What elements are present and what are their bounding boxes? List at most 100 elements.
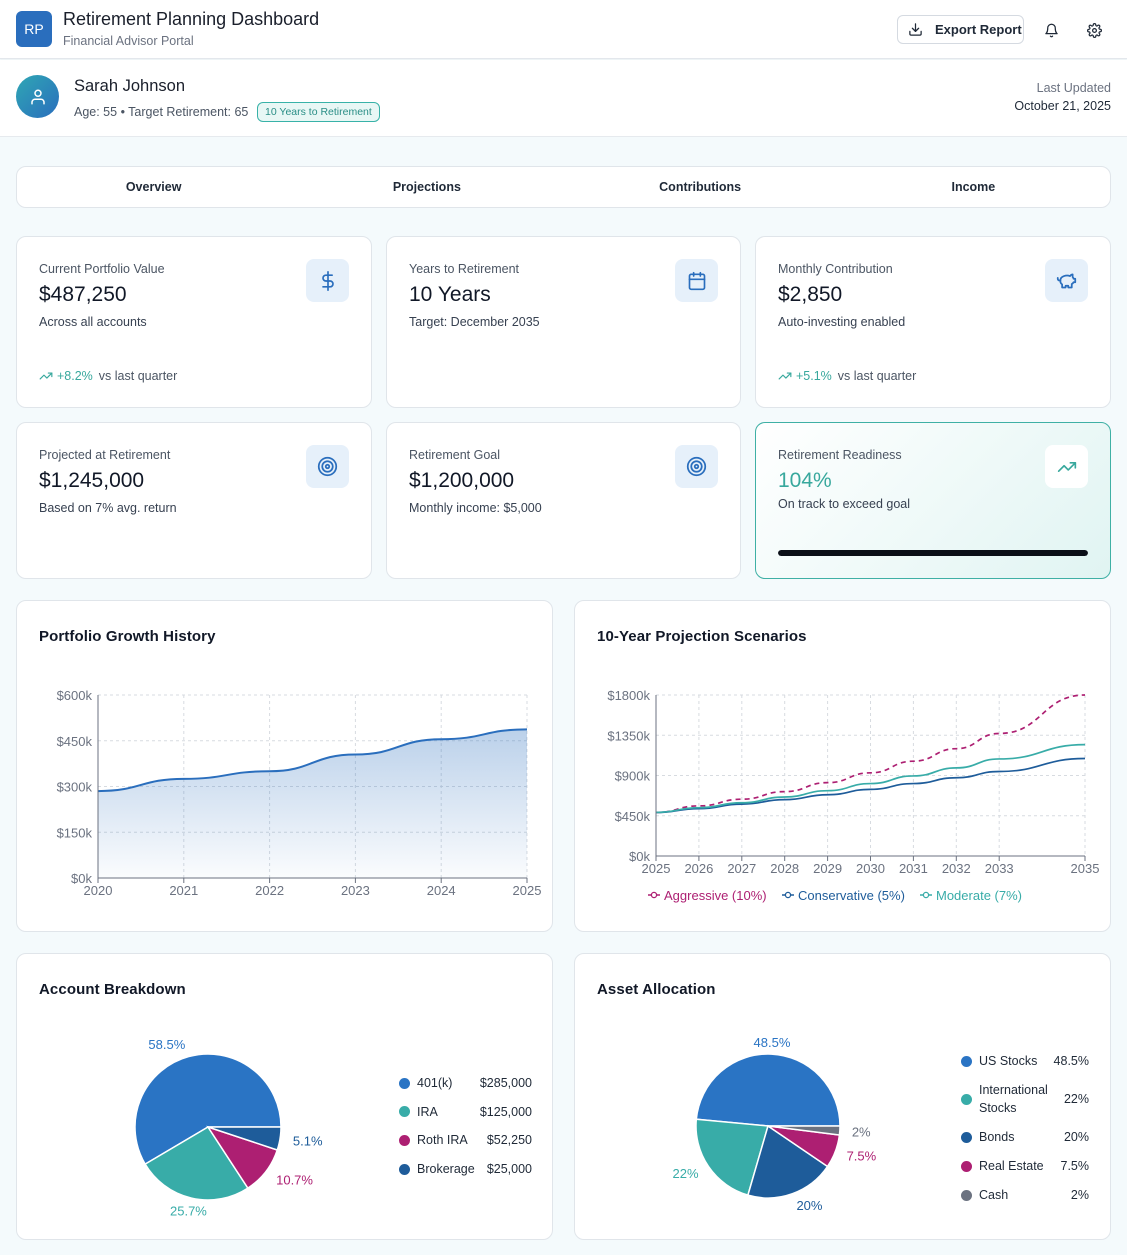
target-icon — [306, 445, 349, 488]
legend-dot — [961, 1189, 972, 1201]
x-tick-label: 2024 — [427, 883, 456, 898]
pie-label: 20% — [796, 1198, 822, 1213]
pie-label: 25.7% — [170, 1204, 207, 1219]
stat-label: Current Portfolio Value — [39, 262, 165, 276]
legend-item: US Stocks 48.5% — [961, 1052, 1089, 1070]
stat-label: Monthly Contribution — [778, 262, 893, 276]
legend-label: Cash — [979, 1188, 1009, 1202]
pie-label: 2% — [852, 1124, 871, 1139]
stat-label: Years to Retirement — [409, 262, 520, 276]
legend-dot — [399, 1106, 410, 1118]
legend-marker — [650, 891, 658, 899]
legend-dot — [961, 1160, 972, 1172]
trend-percent: +5.1% — [796, 369, 832, 383]
legend-value: $25,000 — [486, 1162, 532, 1177]
calendar-icon — [675, 259, 718, 302]
last-updated-date: October 21, 2025 — [1014, 99, 1111, 113]
stat-card-monthly-contribution: Monthly Contribution $2,850 Auto-investi… — [755, 236, 1111, 408]
chart-title: Asset Allocation — [597, 981, 716, 998]
x-tick-label: 2035 — [1071, 861, 1100, 876]
x-tick-label: 2032 — [942, 861, 971, 876]
x-tick-label: 2022 — [255, 883, 284, 898]
pie-slice — [695, 1118, 769, 1197]
last-updated-label: Last Updated — [1036, 81, 1111, 95]
legend-marker — [784, 891, 792, 899]
stat-trend: +8.2% vs last quarter — [39, 369, 177, 383]
legend-label: US Stocks — [979, 1054, 1038, 1068]
app-subtitle: Financial Advisor Portal — [63, 34, 194, 48]
account-breakdown-pie: 58.5% 25.7% 10.7% 5.1% — [134, 1037, 323, 1219]
stat-value: $487,250 — [39, 283, 127, 306]
legend-value: 48.5% — [1053, 1054, 1089, 1068]
tab-contributions[interactable]: Contributions — [659, 180, 742, 194]
pie-label: 7.5% — [847, 1149, 877, 1164]
projection-scenarios-panel: 10-Year Projection Scenarios $0k $450k $90… — [574, 600, 1111, 932]
top-bar: RP Retirement Planning Dashboard Financi… — [0, 0, 1127, 59]
legend-dot — [399, 1163, 410, 1175]
legend-label: Moderate (7%) — [936, 888, 1022, 903]
legend-label: Bonds — [979, 1130, 1015, 1144]
pie-slice — [695, 1053, 841, 1127]
x-tick-label: 2025 — [513, 883, 542, 898]
legend-label: International Stocks — [979, 1083, 1048, 1115]
target-icon — [675, 445, 718, 488]
stat-card-portfolio-value: Current Portfolio Value $487,250 Across … — [16, 236, 372, 408]
piggy-bank-icon — [1045, 259, 1088, 302]
legend-item: Cash 2% — [961, 1186, 1089, 1204]
export-report-button[interactable]: Export Report — [897, 15, 1024, 44]
legend-item: International Stocks 22% — [961, 1081, 1089, 1117]
y-tick-label: $1800k — [607, 688, 650, 703]
legend-dot — [961, 1131, 972, 1143]
app-logo: RP — [16, 11, 52, 47]
legend-dot — [961, 1093, 972, 1105]
y-tick-label: $150k — [57, 825, 93, 840]
legend-label: 401(k) — [417, 1076, 453, 1090]
user-icon — [30, 89, 45, 104]
y-tick-label: $600k — [57, 688, 93, 703]
y-tick-label: $0k — [71, 871, 92, 886]
pie-label: 48.5% — [754, 1035, 791, 1050]
x-tick-label: 2028 — [770, 861, 799, 876]
asset-allocation-panel: Asset Allocation 48.5% 22% 20% 7.5% 2% US St… — [574, 953, 1111, 1240]
legend-value: $285,000 — [479, 1076, 532, 1090]
tab-income[interactable]: Income — [951, 180, 996, 194]
bell-icon — [1044, 23, 1058, 37]
legend-item: Bonds 20% — [961, 1128, 1089, 1146]
settings-button[interactable] — [1082, 18, 1106, 42]
notifications-button[interactable] — [1039, 18, 1063, 42]
legend-label: Roth IRA — [417, 1133, 468, 1148]
x-tick-label: 2021 — [169, 883, 198, 898]
legend-dot — [399, 1077, 410, 1089]
x-tick-label: 2027 — [727, 861, 756, 876]
pie-label: 22% — [672, 1166, 698, 1181]
y-tick-label: $300k — [57, 780, 93, 795]
legend-marker — [922, 891, 930, 899]
legend-value: $125,000 — [479, 1104, 532, 1119]
stat-subtext: Monthly income: $5,000 — [409, 501, 542, 515]
trend-text: vs last quarter — [98, 369, 178, 383]
trending-up-icon — [39, 372, 53, 380]
pie-label: 10.7% — [276, 1172, 313, 1187]
export-report-label: Export Report — [935, 22, 1022, 37]
stat-label: Retirement Goal — [409, 448, 501, 462]
stat-label: Retirement Readiness — [778, 448, 902, 462]
legend-label: Conservative (5%) — [798, 888, 905, 903]
tab-projections[interactable]: Projections — [392, 180, 461, 194]
pie-slice — [144, 1125, 249, 1201]
asset-legend: US Stocks 48.5% International Stocks 22% Bon… — [961, 1052, 1089, 1212]
stat-trend: +5.1% vs last quarter — [778, 369, 916, 383]
tab-overview[interactable]: Overview — [125, 180, 182, 194]
stat-value: $2,850 — [778, 283, 843, 306]
series-line — [655, 757, 1086, 814]
avatar — [16, 75, 59, 118]
legend-item: 401(k) $285,000 — [399, 1076, 532, 1090]
legend-label: Brokerage — [417, 1162, 475, 1177]
pie-label: 58.5% — [148, 1037, 185, 1052]
pie-slice — [746, 1124, 829, 1199]
stat-card-retirement-readiness: Retirement Readiness 104% On track to ex… — [755, 422, 1111, 579]
legend-label: Aggressive (10%) — [664, 888, 767, 903]
stat-subtext: Auto-investing enabled — [778, 315, 906, 329]
dollar-icon — [306, 259, 349, 302]
legend-item: IRA $125,000 — [399, 1105, 532, 1119]
asset-allocation-pie: 48.5% 22% 20% 7.5% 2% — [672, 1035, 877, 1213]
